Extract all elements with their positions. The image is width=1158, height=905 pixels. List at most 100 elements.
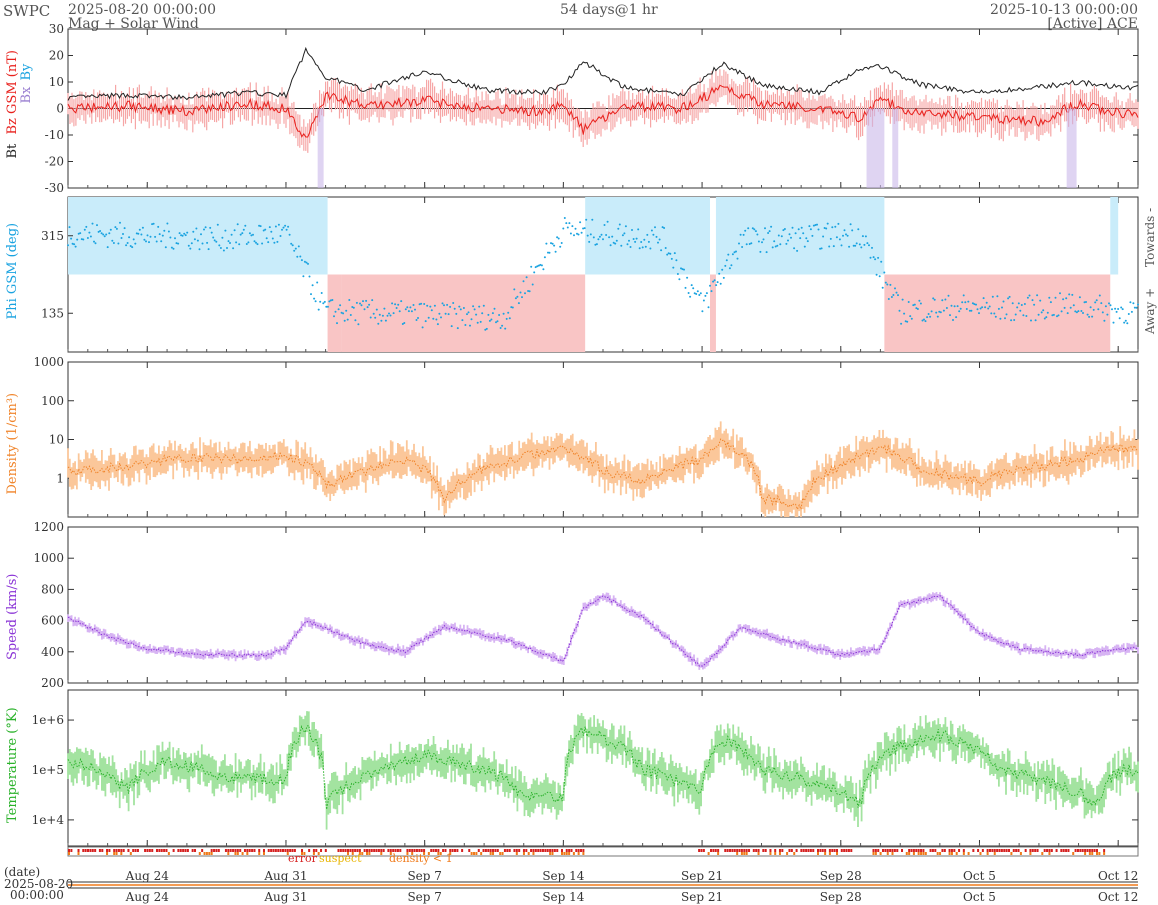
phi-point	[655, 235, 658, 238]
phi-point	[380, 319, 383, 322]
phi-point	[111, 239, 114, 242]
density-flag	[1091, 852, 1094, 855]
error-flag	[349, 849, 352, 852]
error-flag	[106, 849, 109, 852]
error-flag	[998, 849, 1001, 852]
phi-point	[894, 287, 896, 290]
error-flag	[881, 849, 884, 852]
error-flag	[986, 849, 989, 852]
phi-point	[832, 245, 835, 248]
phi-point	[773, 240, 776, 243]
density-flag	[905, 852, 908, 855]
phi-point	[1022, 314, 1025, 317]
phi-point	[119, 221, 121, 224]
phi-point	[189, 247, 192, 250]
phi-point	[302, 275, 305, 278]
phi-point	[825, 227, 828, 230]
phi-point	[226, 247, 228, 249]
phi-point	[650, 229, 653, 232]
phi-point	[1065, 297, 1068, 300]
error-flag	[580, 849, 583, 852]
phi-point	[953, 305, 956, 308]
error-flag	[406, 849, 409, 852]
y-tick-label: 600	[41, 614, 64, 628]
phi-point	[453, 307, 456, 310]
error-flag	[423, 849, 426, 852]
phi-point	[579, 221, 582, 224]
error-flag	[354, 849, 357, 852]
density-flag	[427, 852, 430, 855]
phi-point	[511, 306, 514, 309]
phi-point	[187, 244, 190, 247]
error-flag	[1060, 849, 1063, 852]
phi-point	[733, 251, 736, 254]
phi-point	[576, 232, 578, 235]
phi-point	[927, 313, 930, 315]
phi-point	[131, 246, 134, 249]
phi-point	[414, 308, 416, 311]
error-flag	[788, 849, 791, 852]
error-flag	[717, 849, 720, 852]
flag-density-label: density < 1	[389, 852, 453, 865]
error-flag	[461, 849, 464, 852]
phi-point	[843, 229, 846, 232]
density-flag	[879, 852, 882, 855]
phi-point	[203, 228, 205, 231]
error-flag	[843, 849, 846, 852]
density-ylabel-text: Density (1/cm³)	[5, 393, 20, 495]
error-flag	[262, 849, 265, 852]
phi-point	[148, 241, 150, 244]
phi-point	[417, 317, 419, 319]
phi-point	[906, 320, 909, 323]
phi-point	[791, 226, 794, 229]
phi-point	[233, 229, 236, 232]
phi-point	[597, 238, 600, 241]
phi-point	[459, 308, 462, 311]
error-flag	[740, 849, 743, 852]
phi-point	[1008, 295, 1011, 298]
density-flag	[1072, 852, 1075, 855]
phi-point	[871, 246, 873, 249]
phi-point	[521, 296, 523, 299]
density-flag	[205, 852, 208, 855]
error-flag	[506, 849, 509, 852]
error-flag	[922, 849, 925, 852]
southward-band	[892, 108, 899, 188]
phi-point	[371, 299, 374, 302]
error-flag	[346, 849, 349, 852]
phi-point	[435, 318, 438, 321]
phi-point	[1114, 307, 1117, 310]
error-flag	[1067, 849, 1070, 852]
phi-point	[378, 313, 381, 316]
density-flag	[380, 852, 383, 855]
phi-point	[938, 310, 941, 313]
phi-point	[357, 323, 360, 326]
phi-point	[415, 319, 418, 321]
phi-point	[336, 322, 338, 325]
phi-point	[1020, 304, 1023, 306]
y-tick-label: 20	[49, 49, 64, 63]
phi-point	[730, 264, 733, 267]
error-flag	[122, 849, 125, 852]
phi-point	[175, 242, 178, 245]
phi-point	[1030, 319, 1032, 322]
phi-point	[787, 239, 789, 242]
error-flag	[877, 849, 880, 852]
phi-point	[294, 247, 297, 250]
phi-point	[936, 315, 939, 318]
phi-point	[1014, 313, 1017, 316]
error-flag	[565, 849, 568, 852]
phi-point	[916, 308, 919, 310]
phi-point	[829, 237, 832, 240]
error-flag	[893, 849, 896, 852]
density-flag	[572, 852, 575, 855]
date-tick-label-bottom: Oct 12	[1098, 890, 1138, 904]
phi-point	[776, 244, 779, 247]
error-flag	[577, 849, 580, 852]
phi-point	[424, 320, 427, 323]
phi-point	[93, 240, 95, 243]
phi-point	[1001, 306, 1003, 309]
density-flag	[786, 852, 789, 855]
phi-point	[1010, 319, 1013, 322]
error-flag	[84, 849, 87, 852]
